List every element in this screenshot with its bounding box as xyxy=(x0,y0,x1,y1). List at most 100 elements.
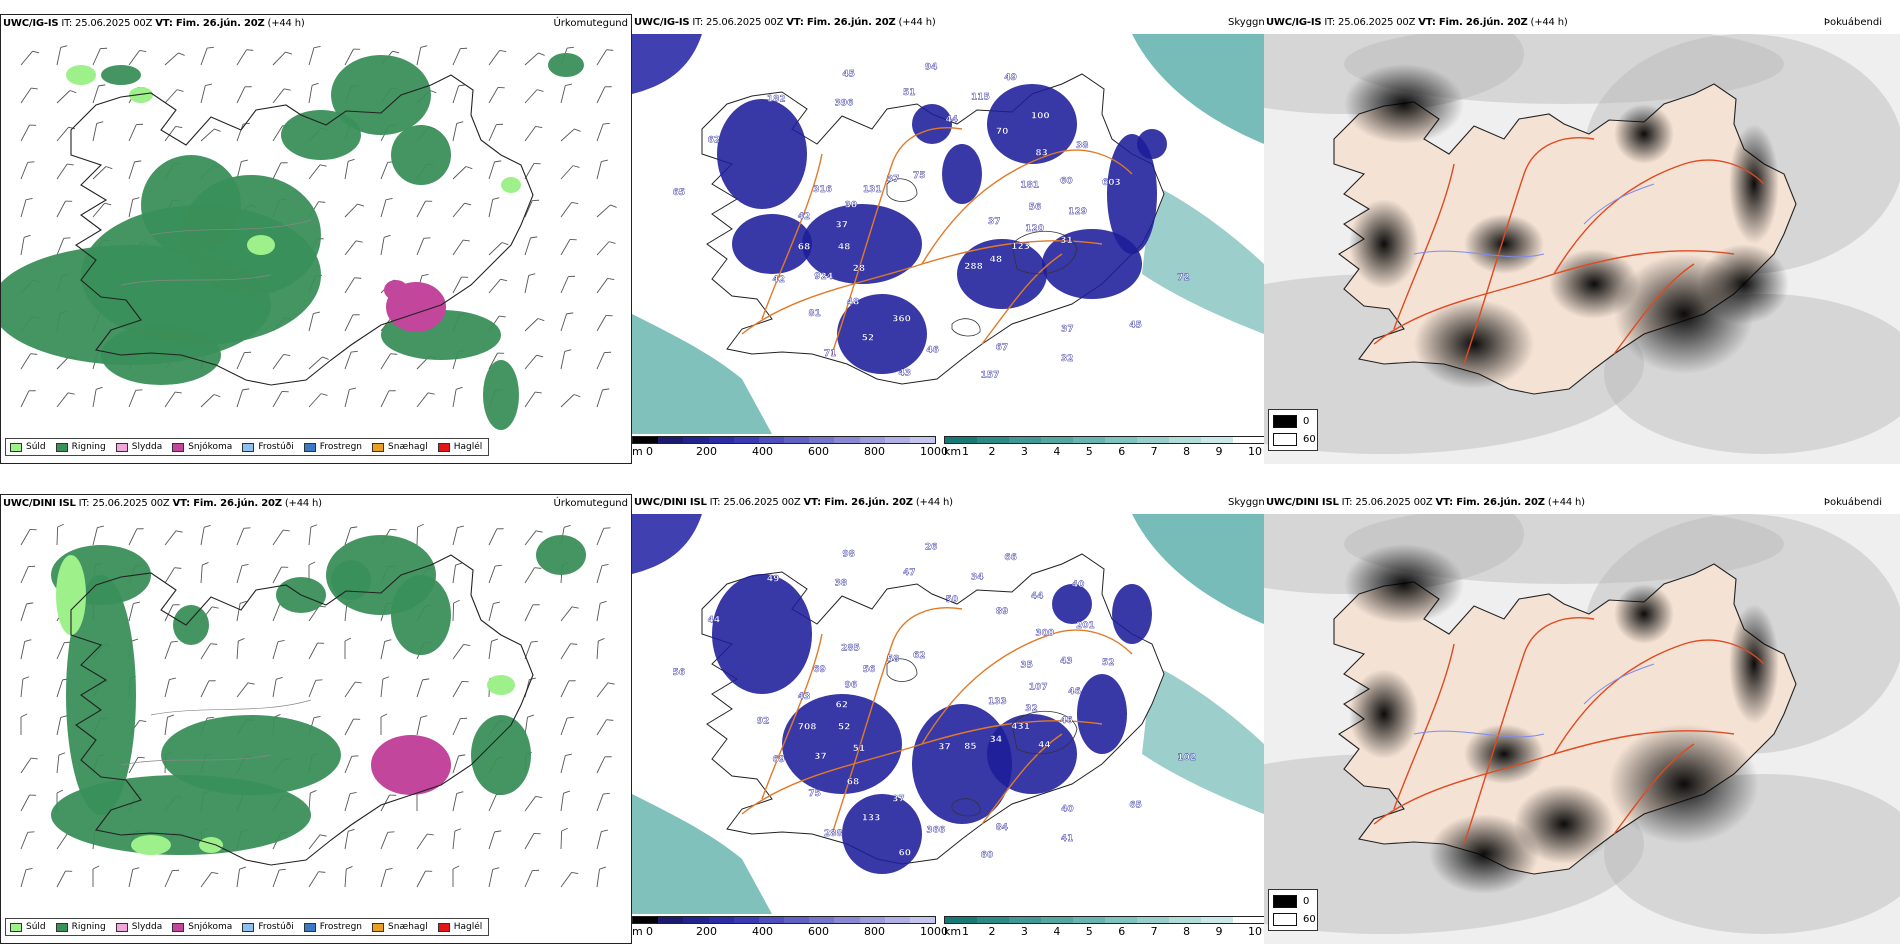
cloud-height-label: 70 xyxy=(996,127,1009,137)
colorbar-tick-label: 4 xyxy=(1053,925,1061,938)
colorbar-step xyxy=(945,437,977,443)
wind-barb-flag xyxy=(176,89,184,92)
wind-barb-staff xyxy=(56,717,62,736)
wind-barb-staff xyxy=(380,679,384,698)
wind-barb-staff xyxy=(596,719,607,736)
wind-barb-flag xyxy=(420,45,428,48)
wind-barb xyxy=(560,680,576,698)
wind-barb-staff xyxy=(416,526,419,546)
legend-item: Súld xyxy=(10,922,46,932)
wind-barb xyxy=(164,52,185,66)
wind-barb xyxy=(380,234,391,256)
wind-barb xyxy=(164,869,180,888)
colorbar-step xyxy=(633,917,659,923)
wind-barb xyxy=(308,82,319,104)
wind-barb-staff xyxy=(452,644,464,660)
wind-barb xyxy=(56,126,76,142)
wind-barb xyxy=(560,83,573,104)
wind-barb-staff xyxy=(56,238,65,256)
cloud-height-label: 56 xyxy=(673,668,686,678)
cloud-height-label: 98 xyxy=(842,549,855,559)
road xyxy=(831,607,963,835)
wind-barb xyxy=(236,388,250,408)
legend-item: Frostregn xyxy=(303,442,362,452)
wind-barb xyxy=(308,311,321,332)
low-cloud-area xyxy=(912,704,1012,824)
wind-barb-staff xyxy=(56,90,71,104)
cloud-height-label: 35 xyxy=(1020,660,1033,670)
wind-barb xyxy=(596,792,610,812)
wind-barb xyxy=(344,792,357,812)
wind-barb xyxy=(524,640,538,660)
wind-barb-staff xyxy=(236,682,249,698)
road xyxy=(1393,163,1455,330)
wind-barb-staff xyxy=(452,602,455,622)
wind-barb-flag xyxy=(571,871,579,874)
wind-barb-staff xyxy=(128,603,134,622)
wind-barb-flag xyxy=(460,47,468,50)
cloud-height-label: 37 xyxy=(836,221,849,231)
wind-barb-staff xyxy=(596,315,607,332)
wind-barb-flag xyxy=(281,390,289,393)
fog-area xyxy=(1549,249,1639,319)
cloud-height-label: 603 xyxy=(1102,178,1121,188)
wind-barb-flag xyxy=(213,394,221,398)
colorbar-step xyxy=(859,437,885,443)
colorbar-tick-label: 7 xyxy=(1150,445,1158,458)
wind-barb xyxy=(92,865,100,887)
wind-barb xyxy=(488,601,501,622)
wind-barb-flag xyxy=(137,756,145,759)
wind-barb xyxy=(20,87,38,104)
wind-barb-flag xyxy=(31,87,38,90)
wind-barb-flag xyxy=(317,642,325,644)
wind-barb-staff xyxy=(524,52,539,66)
cloud-height-label: 115 xyxy=(971,93,990,103)
cloud-height-label: 81 xyxy=(808,309,821,319)
low-cloud-area xyxy=(632,514,702,574)
cloud-height-label: 44 xyxy=(708,616,721,626)
wind-barb-flag xyxy=(207,46,214,49)
fog-area xyxy=(1142,664,1264,814)
rain-area xyxy=(161,715,341,795)
cloud-height-label: 62 xyxy=(836,701,849,711)
road xyxy=(981,253,1063,345)
wind-barb-staff xyxy=(380,832,389,850)
wind-barb-staff xyxy=(308,642,318,660)
wind-barb-staff xyxy=(344,48,354,66)
cloud-height-label: 157 xyxy=(981,370,1000,380)
wind-barb-staff xyxy=(164,717,168,736)
wind-barb-flag xyxy=(171,640,178,643)
wind-barb-flag xyxy=(388,390,396,392)
wind-barb-flag xyxy=(494,830,502,833)
colorbar-step xyxy=(977,917,1009,923)
wind-barb-staff xyxy=(56,126,69,142)
legend-max-label: 60 xyxy=(1303,434,1316,445)
wind-barb-flag xyxy=(283,88,291,91)
wind-barb-staff xyxy=(524,833,535,850)
cloud-height-label: 37 xyxy=(1061,325,1074,335)
wind-barb-staff xyxy=(56,642,65,660)
wind-barb xyxy=(560,716,574,736)
wind-barb xyxy=(272,88,291,104)
wind-barb xyxy=(488,49,507,66)
wind-barb xyxy=(308,834,327,850)
wind-barb-flag xyxy=(98,84,106,87)
colorbar-step xyxy=(809,917,835,923)
wind-barb-staff xyxy=(524,796,536,812)
legend-swatch xyxy=(303,442,316,452)
low-cloud-area xyxy=(632,34,702,94)
colorbar-step xyxy=(784,437,810,443)
cloud-height-label: 48 xyxy=(838,243,851,253)
rain-area xyxy=(173,605,209,645)
wind-barb-staff xyxy=(308,834,321,850)
wind-barb xyxy=(236,86,252,104)
wind-barb-flag xyxy=(496,528,504,530)
cloud-height-label: 60 xyxy=(981,850,994,860)
visibility-colorbar: km 1 2 3 4 5 6 7 8 9 10 xyxy=(944,916,1264,940)
wind-barb xyxy=(452,791,464,812)
wind-barb-flag xyxy=(607,682,615,685)
legend-label: Frostregn xyxy=(319,922,363,932)
wind-barb-staff xyxy=(200,527,205,546)
fog-area xyxy=(1429,814,1539,894)
wind-barb-flag xyxy=(463,239,470,242)
